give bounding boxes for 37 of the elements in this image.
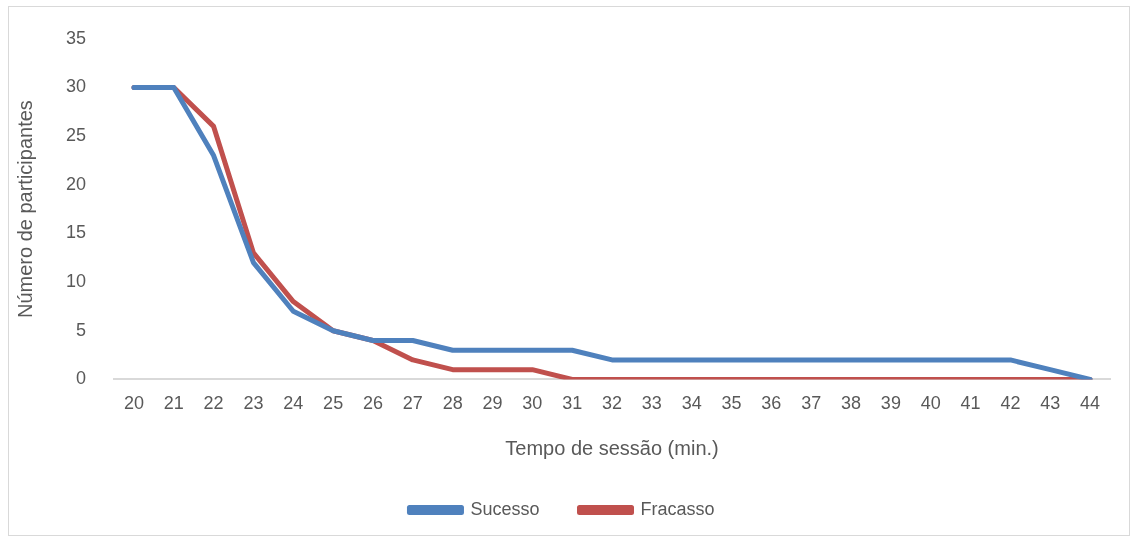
y-tick-label: 35 [65,27,87,48]
x-tick-label: 42 [1000,393,1021,414]
x-tick-label: 33 [641,393,662,414]
x-tick-label: 41 [960,393,981,414]
x-tick-label: 35 [721,393,742,414]
y-tick-label: 25 [65,125,87,146]
y-tick-label: 20 [65,173,87,194]
x-tick-label: 43 [1040,393,1061,414]
x-tick-label: 32 [602,393,623,414]
x-tick-label: 29 [482,393,503,414]
x-tick-label: 39 [880,393,901,414]
x-tick-label: 44 [1080,393,1101,414]
x-tick-label: 31 [562,393,583,414]
x-tick-label: 22 [203,393,224,414]
y-tick-label: 0 [76,368,87,389]
x-tick-label: 30 [522,393,543,414]
x-tick-label: 23 [243,393,264,414]
y-tick-label: 15 [65,222,87,243]
y-axis-title: Número de participantes [13,100,36,319]
x-tick-label: 25 [323,393,344,414]
x-tick-label: 20 [123,393,144,414]
x-tick-label: 27 [402,393,423,414]
x-axis-title: Tempo de sessão (min.) [505,436,719,459]
legend-label: Fracasso [640,498,715,519]
x-tick-label: 38 [841,393,862,414]
x-tick-label: 28 [442,393,463,414]
x-tick-label: 26 [362,393,383,414]
y-tick-label: 30 [65,76,87,97]
x-tick-label: 24 [283,393,304,414]
legend-label: Sucesso [470,498,540,519]
x-tick-label: 21 [163,393,184,414]
y-tick-label: 10 [65,271,87,292]
x-tick-label: 36 [761,393,782,414]
x-tick-label: 34 [681,393,702,414]
x-tick-label: 40 [920,393,941,414]
x-tick-label: 37 [801,393,822,414]
y-tick-label: 5 [76,319,87,340]
